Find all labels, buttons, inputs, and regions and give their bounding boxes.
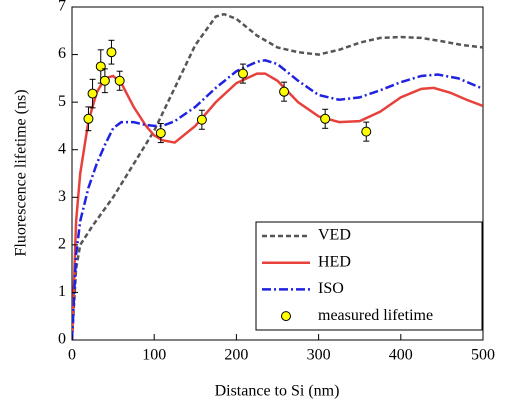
x-tick-label: 0: [68, 347, 76, 364]
data-point: [87, 88, 98, 99]
line-series: [72, 58, 483, 340]
y-tick-label: 1: [58, 283, 66, 300]
y-tick-label: 0: [58, 331, 66, 348]
y-tick-label: 4: [58, 140, 66, 157]
x-tick-label: 200: [224, 347, 248, 364]
legend-label: measured lifetime: [318, 307, 433, 324]
y-tick-label: 2: [58, 236, 66, 253]
data-point: [95, 61, 106, 72]
x-tick-label: 300: [307, 347, 331, 364]
data-point: [279, 86, 290, 97]
legend-label: ISO: [318, 280, 344, 297]
data-point: [114, 75, 125, 86]
x-axis-title: Distance to Si (nm): [215, 383, 340, 400]
legend-label: HED: [318, 253, 351, 270]
x-tick-label: 500: [471, 347, 495, 364]
data-point: [155, 128, 166, 139]
y-tick-label: 3: [58, 188, 66, 205]
data-point: [320, 113, 331, 124]
y-axis-title: Fluorescence lifetime (ns): [13, 89, 30, 256]
legend-label: VED: [318, 227, 351, 244]
y-tick-label: 7: [58, 0, 66, 15]
legend-box: [255, 221, 483, 331]
y-tick-label: 6: [58, 45, 66, 62]
plot-frame: [71, 6, 484, 341]
legend-marker: [281, 311, 291, 322]
data-point: [99, 75, 110, 86]
y-tick-label: 5: [58, 93, 66, 110]
data-point: [196, 114, 207, 125]
x-tick-label: 400: [389, 347, 413, 364]
data-point: [361, 126, 372, 137]
data-point: [106, 47, 117, 58]
line-series: [72, 12, 483, 340]
data-point: [237, 68, 248, 79]
data-point: [83, 113, 94, 124]
x-tick-label: 100: [142, 347, 166, 364]
